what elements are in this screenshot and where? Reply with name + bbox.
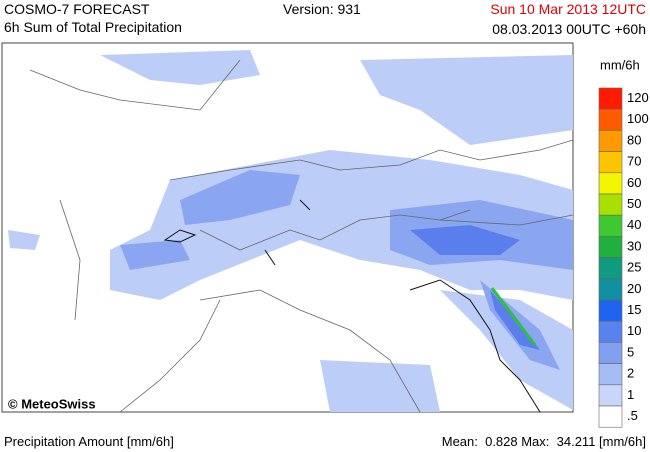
legend-swatch — [598, 108, 623, 131]
legend-label: 60 — [627, 175, 641, 190]
legend: mm/6h 120 100 80 70 60 50 40 30 25 20 15 10 5 2 1 .5 — [598, 57, 649, 428]
legend-label: 15 — [627, 302, 641, 317]
legend-label: 10 — [627, 323, 641, 338]
legend-swatch — [598, 214, 623, 237]
copyright: © MeteoSwiss — [8, 396, 96, 411]
legend-unit: mm/6h — [600, 57, 640, 72]
legend-swatch — [598, 320, 623, 343]
legend-label: 80 — [627, 132, 641, 147]
precip-max — [490, 287, 537, 346]
footer-right: Mean: 0.828 Max: 34.211 [mm/6h] — [441, 434, 646, 449]
legend-swatch — [598, 342, 623, 364]
legend-swatch — [598, 172, 623, 195]
legend-label: 70 — [627, 154, 641, 169]
legend-swatch — [598, 278, 623, 301]
legend-swatch — [598, 405, 623, 428]
legend-label: 1 — [627, 387, 634, 402]
legend-label: 2 — [627, 366, 634, 381]
map: © MeteoSwiss — [1, 42, 574, 413]
valid-time: Sun 10 Mar 2013 12UTC — [490, 1, 646, 17]
run-time: 08.03.2013 00UTC +60h — [492, 21, 646, 37]
legend-label: 5 — [627, 344, 634, 359]
legend-swatch — [598, 151, 623, 174]
legend-label: 25 — [627, 260, 641, 275]
legend-swatch — [598, 236, 623, 258]
borders — [29, 59, 574, 413]
legend-label: .5 — [627, 408, 638, 423]
legend-label: 50 — [627, 196, 641, 211]
legend-swatch — [598, 87, 623, 110]
title: COSMO-7 FORECAST — [4, 1, 150, 17]
legend-label: 40 — [627, 217, 641, 232]
legend-swatch — [598, 130, 623, 152]
legend-swatch — [598, 363, 623, 386]
footer-left: Precipitation Amount [mm/6h] — [4, 434, 174, 449]
legend-label: 30 — [627, 238, 641, 253]
legend-swatch — [598, 193, 623, 216]
legend-label: 100 — [627, 111, 649, 126]
coast-lakes — [163, 199, 541, 413]
legend-swatch — [598, 384, 623, 407]
subtitle: 6h Sum of Total Precipitation — [4, 19, 182, 35]
version: Version: 931 — [283, 1, 361, 17]
legend-swatch — [598, 257, 623, 280]
legend-label: 120 — [627, 90, 649, 105]
legend-swatch — [598, 299, 623, 322]
legend-label: 20 — [627, 281, 641, 296]
